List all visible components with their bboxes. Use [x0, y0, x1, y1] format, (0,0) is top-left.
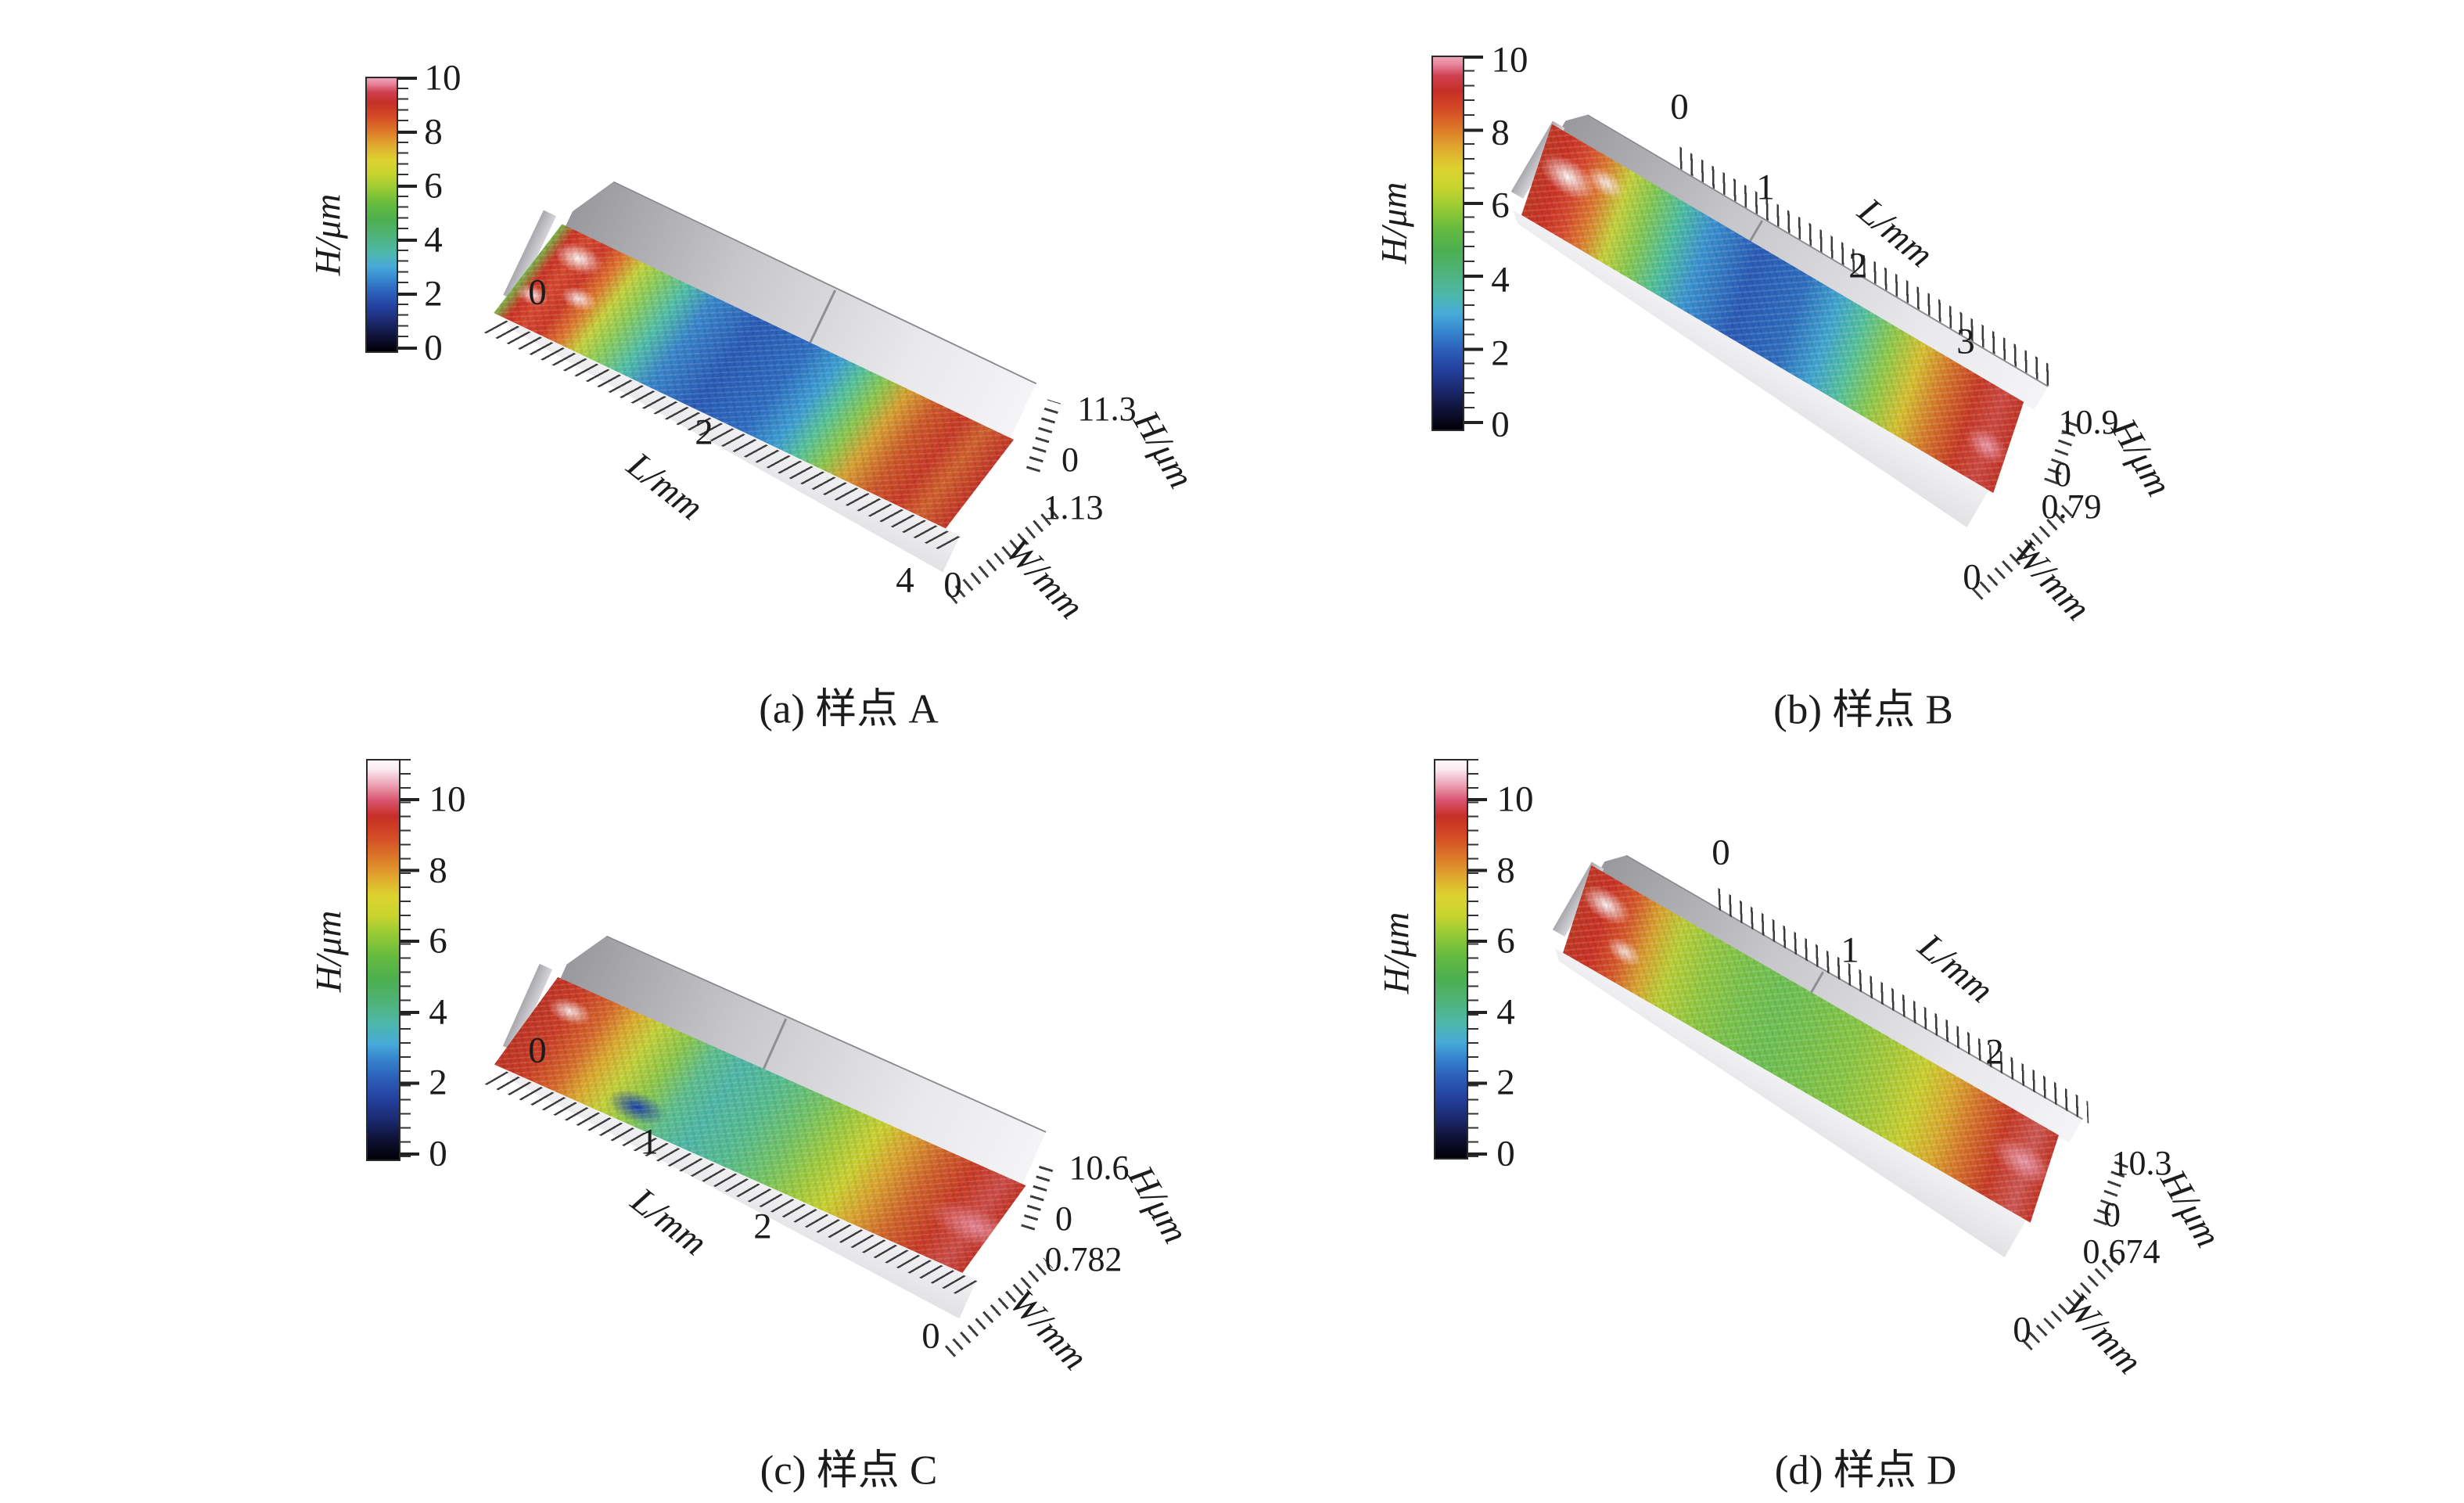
colorbar-a-tick-6: 6: [424, 165, 443, 207]
colorbar-b-tick-0: 0: [1491, 404, 1510, 445]
colorbar-d-label: H/μm: [1376, 912, 1417, 994]
panel-a-caption: (a) 样点 A: [759, 686, 939, 732]
panel-d-caption: (d) 样点 D: [1774, 1447, 1957, 1494]
plot-a-H-max: 11.3: [1077, 390, 1137, 428]
plot-c-W-axis-label: W/mm: [1001, 1282, 1096, 1379]
colorbar-b-tick-8: 8: [1491, 112, 1510, 153]
plot-d-W-max: 0.674: [2082, 1232, 2160, 1271]
colorbar-a: [365, 77, 398, 353]
colorbar-a-tick-0: 0: [424, 327, 443, 369]
colorbar-c-tick-6: 6: [429, 920, 447, 962]
plot-d-H-max: 10.3: [2111, 1144, 2172, 1182]
colorbar-a-label: H/μm: [307, 193, 349, 276]
colorbar-b-major-ticks: [1464, 56, 1483, 430]
colorbar-c-tick-2: 2: [429, 1062, 447, 1103]
plot-b-L-tick-0: 0: [1670, 86, 1689, 128]
colorbar-b-tick-6: 6: [1491, 185, 1510, 226]
colorbar-d-tick-10: 10: [1496, 778, 1534, 820]
colorbar-b-tick-2: 2: [1491, 333, 1510, 374]
plot-c-L-axis-label: L/mm: [623, 1180, 715, 1264]
colorbar-d-tick-8: 8: [1496, 850, 1515, 891]
plot-c-L-tick-0: 0: [528, 1030, 547, 1071]
plot-c-L-tick-2: 2: [753, 1206, 772, 1247]
colorbar-c-major-ticks: [400, 798, 419, 1156]
plot-a-W-max: 1.13: [1043, 488, 1104, 527]
plot-a-H-zero: 0: [1061, 440, 1079, 479]
colorbar-b-label: H/μm: [1374, 182, 1415, 264]
plot-a-W-axis-label: W/mm: [997, 530, 1092, 627]
colorbar-d-tick-0: 0: [1496, 1133, 1515, 1174]
plot-c-H-axis-label: H/μm: [1119, 1159, 1197, 1251]
plot-b-W-axis-label: W/mm: [2004, 532, 2099, 629]
plot-b-L-tick-3: 3: [1956, 321, 1975, 362]
plot-a-L-tick-4: 4: [896, 559, 914, 601]
plot-c-H-zero: 0: [1055, 1199, 1072, 1238]
plot-d-W-axis-label: W/mm: [2056, 1285, 2150, 1383]
colorbar-c-tick-8: 8: [429, 850, 447, 891]
plot-d-H-axis-label: H/μm: [2152, 1163, 2229, 1255]
plot-a-H-axis-label: H/μm: [1125, 404, 1202, 496]
colorbar-d-major-ticks: [1468, 798, 1487, 1156]
colorbar-d-tick-2: 2: [1496, 1062, 1515, 1103]
panel-b-caption: (b) 样点 B: [1773, 687, 1953, 733]
plot-b-W-max: 0.79: [2041, 487, 2102, 526]
plot-c-L-tick-1: 1: [640, 1121, 659, 1163]
colorbar-c-tick-0: 0: [429, 1133, 447, 1174]
plot-b-L-tick-1: 1: [1756, 167, 1775, 208]
plot-b-W-zero: 0: [1963, 556, 1981, 598]
plot-c-W-max: 0.782: [1044, 1240, 1122, 1278]
plot-c-H-max: 10.6: [1069, 1149, 1130, 1187]
colorbar-b-tick-10: 10: [1491, 39, 1528, 81]
colorbar-a-tick-4: 4: [424, 219, 443, 261]
colorbar-c-label: H/μm: [308, 910, 350, 993]
plot-a: [483, 219, 1004, 534]
colorbar-a-tick-8: 8: [424, 111, 443, 153]
plot-d-L-tick-2: 2: [1985, 1031, 2004, 1073]
colorbar-a-tick-10: 10: [424, 57, 462, 99]
plot-a-H-axis-ticks: [1025, 399, 1061, 473]
colorbar-d-tick-4: 4: [1496, 991, 1515, 1033]
plot-a-L-tick-2: 2: [695, 412, 713, 453]
plot-b-L-tick-2: 2: [1848, 245, 1867, 286]
colorbar-a-major-ticks: [398, 77, 417, 351]
colorbar-a-tick-2: 2: [424, 273, 443, 315]
colorbar-d-tick-6: 6: [1496, 920, 1515, 962]
plot-a-L-axis-label: L/mm: [620, 444, 711, 529]
plot-d-L-axis-label: L/mm: [1910, 926, 2002, 1011]
plot-d-L-tick-1: 1: [1841, 929, 1859, 971]
colorbar-c: [366, 759, 400, 1161]
plot-b-H-zero: 0: [2054, 455, 2071, 494]
panel-c-caption: (c) 样点 C: [760, 1447, 938, 1494]
colorbar-b: [1431, 56, 1464, 431]
colorbar-b-tick-4: 4: [1491, 259, 1510, 300]
plot-d-L-tick-0: 0: [1712, 832, 1730, 873]
colorbar-c-tick-10: 10: [429, 778, 466, 820]
plot-d-H-zero: 0: [2103, 1196, 2121, 1234]
plot-a-L-tick-0: 0: [528, 271, 547, 313]
colorbar-c-tick-4: 4: [429, 991, 447, 1033]
plot-b-H-axis-label: H/μm: [2103, 412, 2180, 504]
plot-c-W-zero: 0: [921, 1315, 940, 1357]
plot-a-W-zero: 0: [943, 564, 962, 606]
colorbar-d: [1434, 759, 1468, 1160]
plot-d-W-zero: 0: [2013, 1309, 2031, 1350]
plot-b-H-max: 10.9: [2058, 403, 2119, 441]
